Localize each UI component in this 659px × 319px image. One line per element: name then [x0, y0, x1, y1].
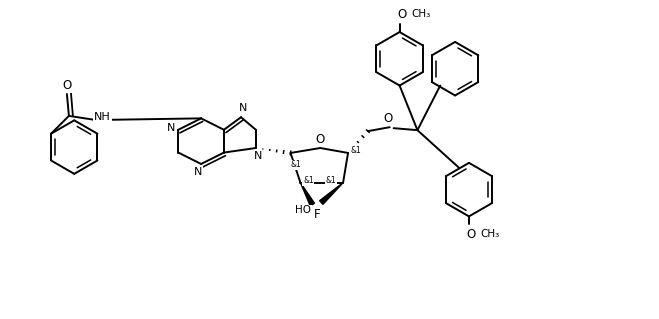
- Text: HO: HO: [295, 205, 311, 215]
- Text: O: O: [316, 133, 325, 145]
- Text: CH₃: CH₃: [411, 9, 431, 19]
- Text: NH: NH: [94, 112, 111, 122]
- Text: &1: &1: [326, 176, 337, 185]
- Text: CH₃: CH₃: [481, 229, 500, 239]
- Text: &1: &1: [290, 160, 301, 169]
- Text: O: O: [397, 8, 406, 21]
- Text: N: N: [167, 123, 175, 133]
- Text: O: O: [63, 79, 72, 92]
- Text: O: O: [383, 112, 392, 125]
- Text: &1: &1: [303, 176, 314, 185]
- Text: O: O: [467, 228, 476, 241]
- Text: &1: &1: [351, 146, 361, 155]
- Text: N: N: [239, 103, 247, 113]
- Polygon shape: [320, 183, 343, 204]
- Polygon shape: [301, 183, 314, 206]
- Text: F: F: [314, 208, 321, 221]
- Text: N: N: [194, 167, 202, 177]
- Text: N: N: [254, 151, 262, 161]
